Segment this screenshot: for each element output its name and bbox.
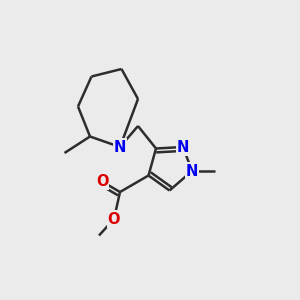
Text: O: O [108, 212, 120, 226]
Text: N: N [114, 140, 126, 154]
Text: O: O [96, 174, 108, 189]
Text: N: N [186, 164, 198, 178]
Text: N: N [177, 140, 189, 154]
